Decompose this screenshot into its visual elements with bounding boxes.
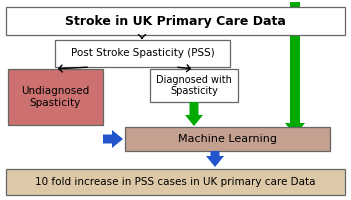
FancyArrow shape [285,2,305,136]
FancyBboxPatch shape [6,7,345,35]
Text: Stroke in UK Primary Care Data: Stroke in UK Primary Care Data [65,15,286,27]
FancyArrow shape [185,102,203,126]
FancyBboxPatch shape [6,169,345,195]
FancyBboxPatch shape [150,69,238,102]
Text: 10 fold increase in PSS cases in UK primary care Data: 10 fold increase in PSS cases in UK prim… [35,177,316,187]
Text: Machine Learning: Machine Learning [178,134,277,144]
Text: Diagnosed with
Spasticity: Diagnosed with Spasticity [156,75,232,96]
FancyBboxPatch shape [55,40,230,67]
FancyBboxPatch shape [8,69,103,125]
FancyBboxPatch shape [125,127,330,151]
FancyArrow shape [103,130,123,148]
Text: Post Stroke Spasticity (PSS): Post Stroke Spasticity (PSS) [71,48,214,58]
FancyArrow shape [206,151,224,167]
Text: Undiagnosed
Spasticity: Undiagnosed Spasticity [21,86,90,108]
